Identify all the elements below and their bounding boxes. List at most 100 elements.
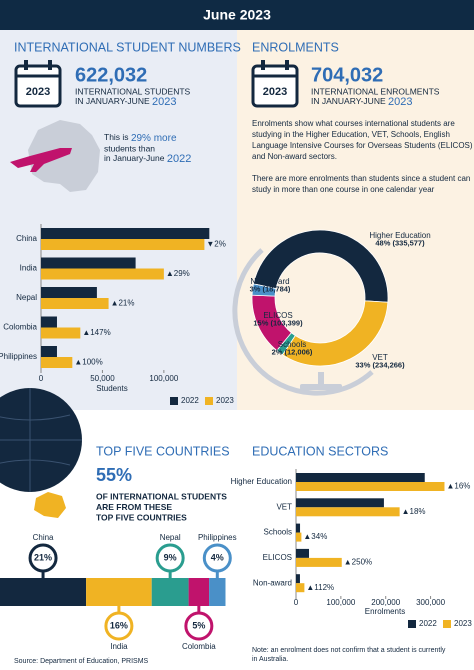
bar xyxy=(41,327,81,339)
comparison: This is 29% more xyxy=(104,132,177,143)
bar xyxy=(41,316,57,328)
paragraph-line: There are more enrolments than students … xyxy=(252,174,470,183)
share-segment xyxy=(188,578,210,606)
share-segment xyxy=(0,578,87,606)
bar xyxy=(41,346,57,357)
callout xyxy=(202,543,232,573)
x-tick-label: 200,000 xyxy=(371,598,400,607)
category-label: Philippines xyxy=(0,352,37,361)
bar xyxy=(296,523,301,533)
bar xyxy=(41,298,109,309)
change-label: ▲18% xyxy=(402,507,426,516)
callout xyxy=(104,611,134,641)
change-label: ▲147% xyxy=(82,328,110,337)
bar xyxy=(296,557,342,567)
x-tick-label: 50,000 xyxy=(90,374,115,383)
comparison-highlight: 29% more xyxy=(131,133,177,144)
x-tick-label: 0 xyxy=(294,598,299,607)
share: 55% xyxy=(96,465,132,485)
bar xyxy=(41,257,136,269)
calendar-icon xyxy=(14,60,62,108)
plane-icon xyxy=(10,148,72,172)
header-title: June 2023 xyxy=(203,7,271,23)
change-label: ▲112% xyxy=(306,583,334,592)
x-tick-label: 100,000 xyxy=(326,598,355,607)
segment-name: VET xyxy=(372,353,388,362)
donut-segment xyxy=(253,229,389,303)
change-label: ▲16% xyxy=(446,482,470,491)
legend-label: 2022 xyxy=(181,396,199,405)
section-title: EDUCATION SECTORS xyxy=(252,444,388,458)
caption-year: 2023 xyxy=(388,96,412,108)
total: 704,032 xyxy=(311,64,383,86)
category-label: VET xyxy=(276,502,292,511)
category-label: Colombia xyxy=(3,323,37,332)
globe-stand xyxy=(318,372,324,384)
segment-label: 33% (234,266) xyxy=(355,360,405,369)
total-caption: INTERNATIONAL ENROLMENTS xyxy=(311,86,440,96)
section-title: INTERNATIONAL STUDENT NUMBERS xyxy=(14,40,241,54)
segment-label: 15% (103,399) xyxy=(253,318,303,327)
callout-value: 16% xyxy=(110,620,128,630)
bar xyxy=(296,473,425,482)
bar xyxy=(296,548,310,558)
category-label: Schools xyxy=(264,528,292,537)
segment-name: Non-award xyxy=(250,277,289,286)
callout-name: Philippines xyxy=(198,533,237,542)
caption-year: 2023 xyxy=(152,96,176,108)
x-tick-label: 0 xyxy=(39,374,44,383)
description-line: TOP FIVE COUNTRIES xyxy=(96,512,187,522)
category-label: Higher Education xyxy=(231,477,292,486)
source: Source: Department of Education, PRISMS xyxy=(14,658,149,665)
bar xyxy=(296,583,305,593)
legend-label: 2023 xyxy=(216,396,234,405)
calendar-icon xyxy=(251,60,299,108)
globe-decoration xyxy=(0,388,82,518)
callout-name: India xyxy=(110,642,128,651)
bar xyxy=(41,228,210,239)
paragraph-line: studying in the Higher Education, VET, S… xyxy=(252,130,450,139)
callout-name: Nepal xyxy=(160,533,181,542)
change-label: ▲250% xyxy=(344,558,372,567)
share-segment xyxy=(86,578,152,606)
globe-stand xyxy=(300,384,342,390)
callout xyxy=(28,543,58,573)
bar xyxy=(41,287,97,298)
segment-name: Higher Education xyxy=(369,231,430,240)
legend-swatch xyxy=(170,397,178,405)
header-bar xyxy=(0,0,474,30)
bar xyxy=(41,268,164,280)
bar xyxy=(296,574,300,584)
bar xyxy=(296,482,445,491)
legend-swatch xyxy=(408,620,416,628)
bar xyxy=(296,532,302,542)
category-label: ELICOS xyxy=(263,553,292,562)
callout-value: 9% xyxy=(164,552,177,562)
description-line: ARE FROM THESE xyxy=(96,502,172,512)
callout xyxy=(155,543,185,573)
comparison: in January-June 2022 xyxy=(104,153,191,165)
comparison-text: in January-June xyxy=(104,153,165,163)
callout-value: 5% xyxy=(192,620,205,630)
axis-title: Students xyxy=(96,384,128,393)
description-line: OF INTERNATIONAL STUDENTS xyxy=(96,491,227,501)
total-caption: IN JANUARY-JUNE 2023 xyxy=(75,96,177,108)
category-label: China xyxy=(16,234,37,243)
paragraph-line: and Non-award sectors. xyxy=(252,152,337,161)
comparison-year: 2022 xyxy=(167,153,191,165)
callout-value: 21% xyxy=(34,552,52,562)
change-label: ▲29% xyxy=(166,269,190,278)
icon-year: 2023 xyxy=(26,86,50,98)
segment-label: 2% (12,006) xyxy=(272,347,313,356)
note: Note: an enrolment does not confirm that… xyxy=(252,647,446,654)
change-label: ▲21% xyxy=(111,299,135,308)
x-tick-label: 100,000 xyxy=(149,374,178,383)
legend-swatch xyxy=(205,397,213,405)
section-title: ENROLMENTS xyxy=(252,40,339,54)
callout-value: 4% xyxy=(211,552,224,562)
globe-stand xyxy=(232,248,374,396)
comparison-text: This is xyxy=(104,132,129,142)
segment-name: ELICOS xyxy=(263,311,292,320)
